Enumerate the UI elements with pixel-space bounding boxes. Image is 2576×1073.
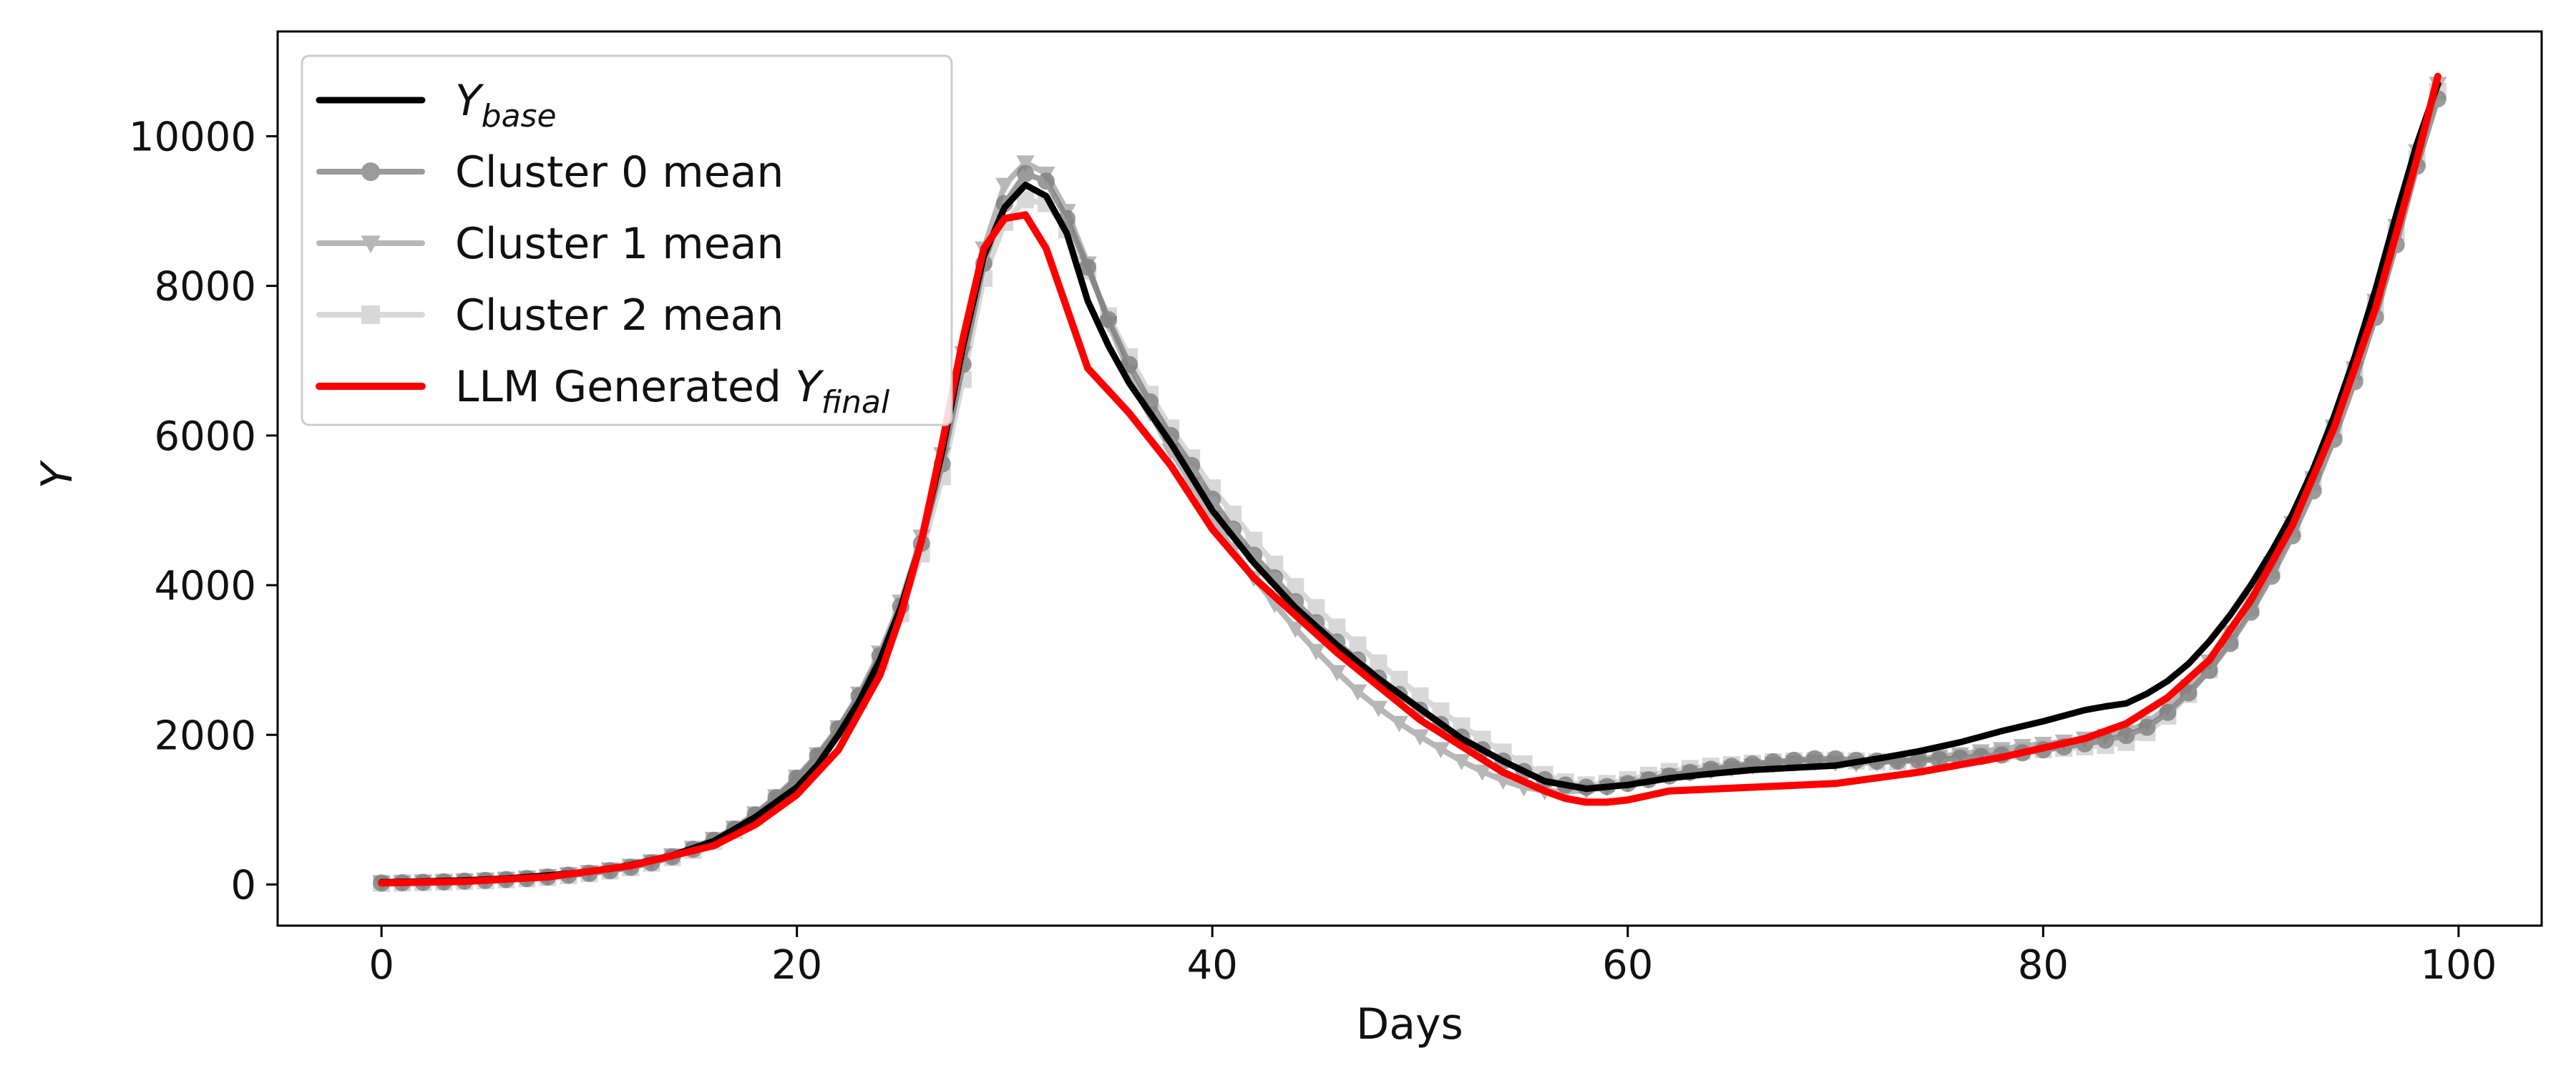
- y-tick-label: 2000: [154, 712, 256, 759]
- legend-marker: [361, 235, 381, 254]
- x-tick-label: 60: [1602, 942, 1653, 989]
- data-point-cluster1: [1473, 764, 1492, 781]
- legend-entry-base: Ybase: [316, 76, 557, 134]
- data-point-cluster1: [1016, 155, 1035, 172]
- data-point-cluster1: [1369, 700, 1388, 717]
- data-point-cluster2: [1349, 636, 1367, 654]
- legend-swatch: [316, 235, 425, 254]
- plot-frame: [276, 30, 2543, 927]
- x-tick-label: 100: [2420, 942, 2497, 989]
- data-point-cluster0: [1100, 310, 1118, 328]
- series-layer: [372, 72, 2447, 892]
- data-point-cluster0: [1038, 172, 1055, 190]
- y-tick-label: 6000: [154, 413, 256, 460]
- legend-label: Cluster 1 mean: [455, 219, 784, 269]
- data-point-cluster1: [1410, 729, 1430, 746]
- data-point-cluster2: [1328, 618, 1346, 636]
- data-point-cluster1: [1327, 665, 1347, 682]
- legend-label-main: Y: [455, 76, 484, 126]
- data-point-cluster1: [1307, 644, 1326, 661]
- data-point-cluster0: [2138, 718, 2156, 736]
- legend-swatch: [316, 162, 425, 181]
- legend-frame: [301, 54, 953, 426]
- legend-label-main: Cluster 0 mean: [455, 147, 784, 197]
- x-tick-label: 0: [369, 942, 394, 989]
- x-tick-label: 80: [2018, 942, 2069, 989]
- x-tick-label: 40: [1187, 942, 1238, 989]
- data-point-cluster1: [1348, 684, 1367, 701]
- data-point-cluster1: [1390, 715, 1409, 733]
- series-llm: [378, 72, 2441, 887]
- x-axis-label: Days: [1356, 999, 1463, 1049]
- legend-entry-cluster2: Cluster 2 mean: [316, 290, 784, 340]
- data-point-cluster0: [2159, 703, 2177, 721]
- data-point-cluster1: [1431, 742, 1450, 759]
- legend-entry-cluster0: Cluster 0 mean: [316, 147, 784, 197]
- legend-label-main: Cluster 2 mean: [455, 290, 784, 340]
- legend-label-symbol: Y: [795, 362, 824, 412]
- axis-ticks: 0 20 40 60 80 100 0 2000 4000 6000 8000 10000: [129, 114, 2497, 989]
- legend-label-main: LLM Generated: [455, 362, 795, 412]
- series-base: [378, 80, 2441, 886]
- legend-marker: [361, 305, 380, 324]
- data-point-cluster1: [995, 177, 1014, 195]
- data-point-cluster1: [1452, 754, 1471, 770]
- legend-entry-llm: LLM Generated Yfinal: [316, 362, 890, 421]
- y-axis-label: Y: [32, 459, 82, 489]
- legend-entry-cluster1: Cluster 1 mean: [316, 219, 784, 269]
- legend-label: Cluster 2 mean: [455, 290, 784, 340]
- data-point-cluster0: [2117, 727, 2135, 745]
- legend-label: Ybase: [455, 76, 557, 134]
- x-tick-label: 20: [771, 942, 822, 989]
- legend-swatch: [316, 305, 425, 324]
- series-line-llm: [378, 72, 2441, 887]
- y-tick-label: 0: [230, 862, 256, 908]
- y-tick-label: 10000: [129, 114, 256, 160]
- legend-label-subscript: base: [482, 98, 557, 134]
- data-point-cluster2: [1016, 191, 1034, 209]
- y-tick-label: 8000: [154, 264, 256, 310]
- series-line-base: [378, 80, 2441, 886]
- data-point-cluster2: [1390, 670, 1408, 688]
- legend-marker: [361, 162, 380, 181]
- data-point-cluster0: [2180, 684, 2197, 702]
- data-point-cluster1: [1286, 621, 1305, 638]
- data-point-cluster2: [1370, 654, 1387, 672]
- data-point-cluster0: [1016, 165, 1034, 182]
- legend-label-subscript: final: [821, 384, 890, 421]
- y-tick-label: 4000: [154, 563, 256, 609]
- legend-label-main: Cluster 1 mean: [455, 219, 784, 269]
- legend: Ybase Cluster 0 mean Cluster 1 mean Cluster…: [301, 54, 953, 426]
- legend-label: LLM Generated Yfinal: [455, 362, 890, 421]
- legend-label: Cluster 0 mean: [455, 147, 784, 197]
